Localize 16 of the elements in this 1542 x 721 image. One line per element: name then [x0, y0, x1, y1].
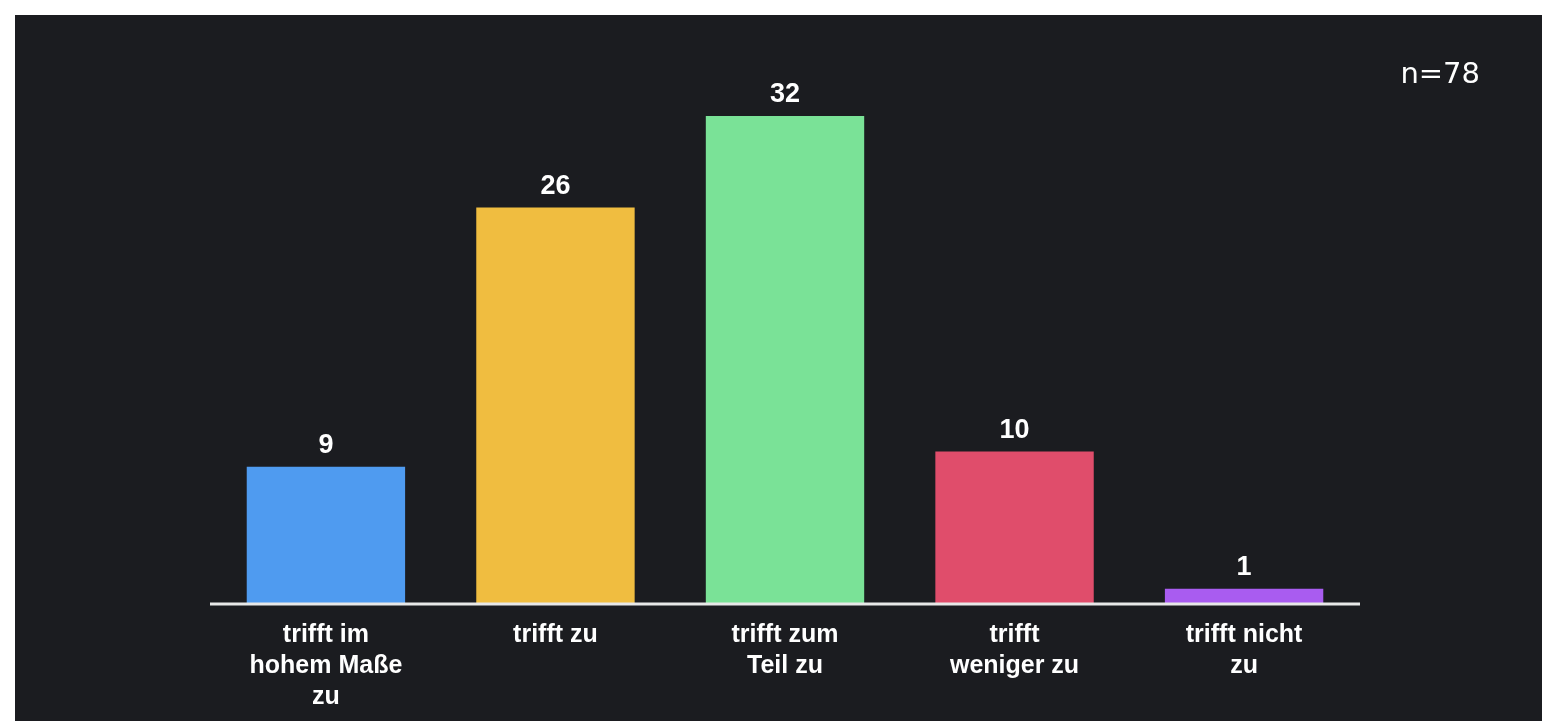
data-label: 1: [1236, 550, 1252, 581]
x-tick-label: trifft zu: [513, 619, 598, 647]
data-label: 32: [769, 78, 801, 108]
x-tick-label: trifft im hohem Maße zu: [249, 619, 403, 709]
bar: [1164, 588, 1324, 604]
x-tick-label: trifft nicht zu: [1185, 619, 1304, 678]
bar: [935, 451, 1094, 604]
data-label: 26: [540, 169, 571, 200]
bar: [476, 207, 635, 604]
text: n=78: [1400, 56, 1480, 90]
data-label: 9: [318, 428, 334, 459]
x-tick-label: trifft weniger zu: [948, 619, 1080, 678]
bar: [246, 466, 406, 604]
data-label: 10: [999, 413, 1030, 444]
bar: [705, 116, 865, 604]
x-tick-label: trifft zum Teil zu: [731, 619, 839, 678]
